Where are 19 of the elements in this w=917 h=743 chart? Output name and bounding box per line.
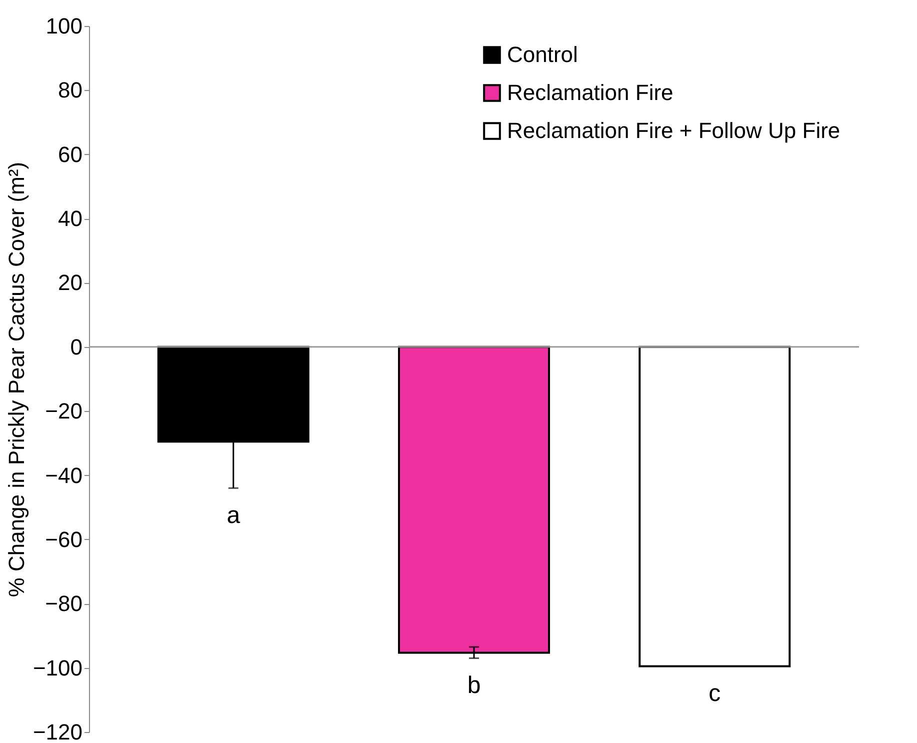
annotation: c xyxy=(708,680,721,708)
y-tick-label: 60 xyxy=(58,142,82,167)
y-tick-label: −40 xyxy=(45,462,82,488)
legend-label: Reclamation Fire xyxy=(507,80,674,105)
y-tick-label: 0 xyxy=(70,334,82,360)
y-tick-label: 80 xyxy=(58,78,82,103)
legend-label: Reclamation Fire + Follow Up Fire xyxy=(507,118,840,143)
y-tick-label: −120 xyxy=(32,720,82,743)
y-tick-label: 40 xyxy=(58,206,82,232)
annotation: a xyxy=(226,502,241,530)
y-axis-title: % Change in Prickly Pear Cactus Cover (m²) xyxy=(4,162,29,598)
annotation: b xyxy=(467,672,481,700)
y-tick-label: −80 xyxy=(45,591,82,616)
y-tick-label: 20 xyxy=(58,270,82,296)
y-tick-label: −100 xyxy=(32,655,82,680)
legend-label: Control xyxy=(507,42,578,67)
y-tick-label: −60 xyxy=(45,526,82,552)
y-tick-label: 100 xyxy=(46,14,82,38)
y-tick-label: −20 xyxy=(45,398,82,424)
